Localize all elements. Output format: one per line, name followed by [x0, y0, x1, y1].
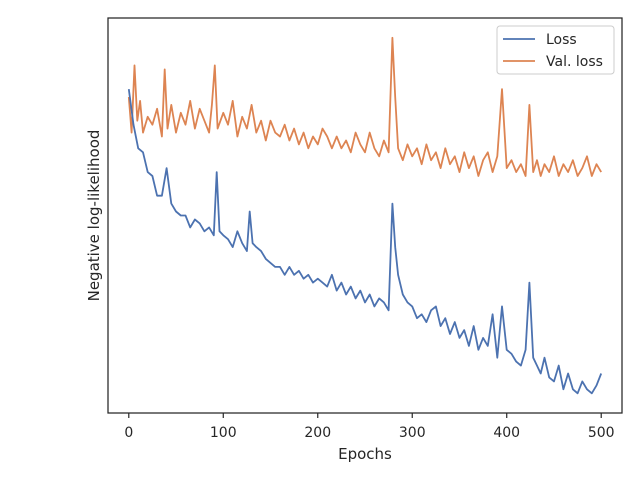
x-tick-label: 0 [124, 425, 133, 441]
series-line-val-loss [127, 36, 602, 177]
legend-label-val-loss: Val. loss [546, 54, 603, 70]
x-tick-label: 400 [493, 425, 520, 441]
y-axis-label: Negative log-likelihood [85, 130, 103, 302]
axes-frame [107, 17, 623, 414]
x-axis: 0 100 200 300 400 500 [124, 413, 615, 441]
x-tick-label: 500 [588, 425, 615, 441]
plot-area [127, 36, 603, 395]
x-tick-label: 100 [210, 425, 237, 441]
x-tick-label: 300 [399, 425, 426, 441]
legend-label-loss: Loss [546, 32, 577, 48]
x-axis-label: Epochs [338, 445, 392, 463]
legend: Loss Val. loss [496, 25, 615, 75]
legend-box [496, 25, 615, 75]
series-line-loss [127, 88, 603, 395]
x-tick-label: 200 [304, 425, 331, 441]
